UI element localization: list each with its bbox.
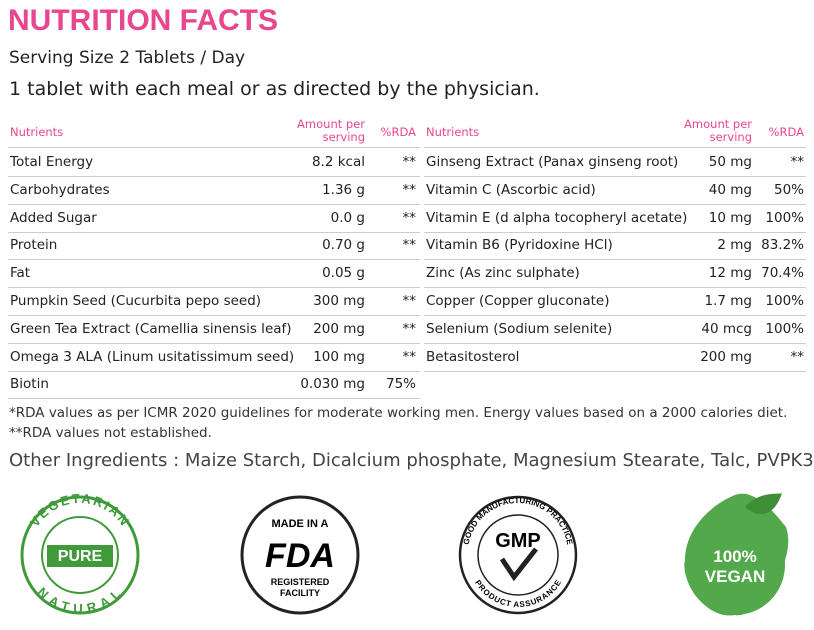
- amount: 1.7 mg: [704, 293, 752, 309]
- nutrient-name: Fat: [10, 265, 31, 282]
- header-cell: Amount per serving: [684, 117, 752, 144]
- nutrient-name: Total Energy: [10, 154, 94, 170]
- row-divider: [424, 259, 806, 261]
- vegetarian-badge: VEGETARIAN NATURAL PURE: [20, 491, 140, 616]
- amount: 100 mg: [313, 348, 365, 365]
- row-divider: [8, 259, 420, 261]
- row-divider: [8, 398, 420, 400]
- nutrient-name: Protein: [10, 237, 58, 254]
- amount: 0.70 g: [322, 237, 365, 254]
- badge-text: GMP: [495, 530, 541, 552]
- badge-text: MADE IN A: [271, 518, 328, 530]
- nutrient-name: Zinc (As zinc sulphate): [426, 265, 580, 282]
- header-cell: %RDA: [380, 125, 416, 139]
- badge-text: FACILITY: [280, 588, 320, 598]
- badge-text: REGISTERED: [271, 577, 330, 587]
- nutrient-name: Added Sugar: [10, 209, 97, 226]
- row-divider: [8, 342, 420, 344]
- fda-badge: MADE IN A FDA REGISTERED FACILITY: [240, 495, 360, 615]
- nutrient-name: Ginseng Extract (Panax ginseng root): [426, 154, 679, 170]
- nutrient-name: Copper (Copper gluconate): [426, 293, 610, 309]
- rda: 100%: [765, 320, 804, 337]
- amount: 8.2 kcal: [311, 154, 365, 170]
- other-ingredients: Other Ingredients : Maize Starch, Dicalc…: [9, 450, 814, 471]
- footnote: **RDA values not established.: [9, 425, 212, 441]
- amount: 40 mg: [708, 181, 752, 198]
- row-divider: [424, 203, 806, 205]
- nutrient-name: Green Tea Extract (Camellia sinensis lea…: [10, 320, 292, 337]
- badge-text: VEGAN: [705, 567, 765, 586]
- badge-text: 100%: [713, 547, 756, 566]
- row-divider: [8, 203, 420, 205]
- rda: **: [402, 293, 417, 309]
- rda: 83.2%: [761, 237, 804, 254]
- badge-text: VEGETARIAN: [27, 491, 131, 530]
- nutrient-name: Pumpkin Seed (Cucurbita pepo seed): [10, 293, 262, 309]
- nutrient-name: Carbohydrates: [10, 181, 110, 198]
- nutrient-name: Selenium (Sodium selenite): [426, 320, 613, 337]
- rda: 70.4%: [761, 265, 804, 282]
- rda: **: [402, 237, 417, 254]
- amount: 40 mcg: [701, 320, 752, 337]
- row-divider: [8, 176, 420, 177]
- amount: 0.0 g: [330, 209, 365, 226]
- badge-text: FDA: [265, 537, 335, 575]
- row-divider: [8, 287, 420, 289]
- footnote: *RDA values as per ICMR 2020 guidelines …: [9, 405, 788, 421]
- row-divider: [8, 370, 420, 372]
- row-divider: [424, 370, 806, 372]
- rda: **: [402, 209, 417, 226]
- amount: 300 mg: [313, 293, 365, 309]
- row-divider: [424, 147, 806, 148]
- header-cell: %RDA: [768, 125, 804, 139]
- row-divider: [424, 342, 806, 344]
- row-divider: [8, 147, 420, 148]
- amount: 200 mg: [700, 348, 752, 365]
- rda: **: [790, 348, 805, 365]
- rda: **: [790, 154, 805, 170]
- amount: 50 mg: [708, 154, 752, 170]
- amount: 1.36 g: [322, 181, 365, 198]
- gmp-badge: GOOD MANUFACTURING PRACTICE PRODUCT ASSU…: [458, 495, 578, 615]
- nutrient-name: Vitamin B6 (Pyridoxine HCl): [426, 237, 613, 254]
- vegan-badge: 100% VEGAN: [684, 493, 789, 616]
- header-cell: Amount per serving: [297, 117, 365, 144]
- badge-text: VEGETARIAN: [27, 491, 133, 530]
- title: NUTRITION FACTS: [8, 4, 278, 37]
- rda: **: [402, 320, 417, 337]
- row-divider: [424, 231, 806, 233]
- nutrient-name: Biotin: [10, 376, 49, 393]
- nutrient-name: Omega 3 ALA (Linum usitatissimum seed): [10, 348, 295, 365]
- rda: 75%: [385, 376, 416, 393]
- rda: 100%: [765, 209, 804, 226]
- rda: **: [402, 154, 417, 170]
- badge-text: PURE: [58, 548, 103, 565]
- row-divider: [424, 315, 806, 316]
- header-cell: Nutrients: [426, 125, 480, 139]
- row-divider: [8, 231, 420, 233]
- nutrient-name: Vitamin C (Ascorbic acid): [426, 181, 596, 198]
- nutrient-name: Betasitosterol: [426, 348, 520, 365]
- rda: **: [402, 181, 417, 198]
- rda: **: [402, 348, 417, 365]
- row-divider: [8, 315, 420, 316]
- directions: 1 tablet with each meal or as directed b…: [9, 78, 540, 100]
- badges: VEGETARIAN NATURAL PURE MADE IN A FDA RE…: [20, 491, 789, 616]
- row-divider: [424, 287, 806, 289]
- amount: 200 mg: [313, 320, 365, 337]
- serving-size: Serving Size 2 Tablets / Day: [9, 48, 246, 68]
- nutrient-name: Vitamin E (d alpha tocopheryl acetate): [426, 209, 688, 226]
- badge-text: NATURAL: [35, 584, 125, 616]
- rda: 100%: [765, 293, 804, 309]
- amount: 10 mg: [708, 209, 752, 226]
- rda: 50%: [773, 181, 804, 198]
- amount: 0.030 mg: [300, 376, 365, 393]
- badge-text: NATURAL: [35, 584, 122, 616]
- amount: 0.05 g: [322, 265, 365, 282]
- header-cell: Nutrients: [10, 125, 64, 139]
- row-divider: [424, 176, 806, 177]
- amount: 2 mg: [717, 237, 752, 254]
- amount: 12 mg: [708, 265, 752, 282]
